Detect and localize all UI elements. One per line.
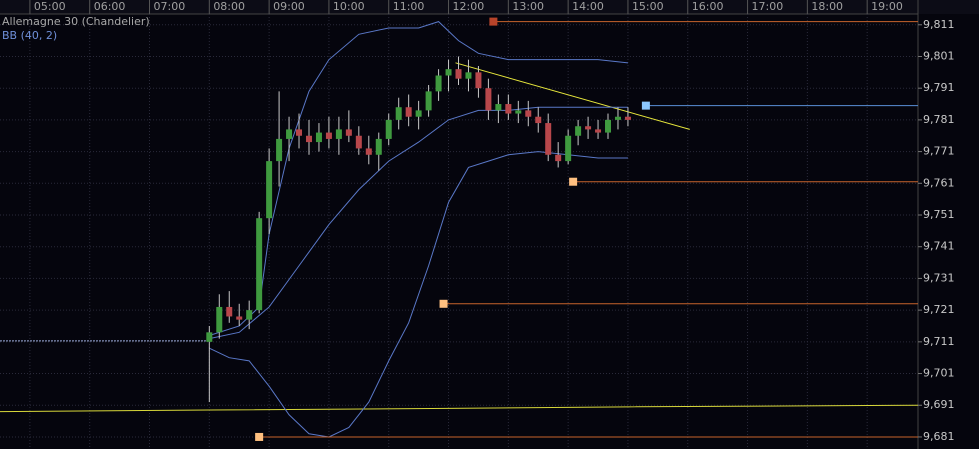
candle-body bbox=[355, 135, 362, 149]
candle-body bbox=[395, 107, 402, 120]
candle-body bbox=[335, 129, 342, 139]
level-marker bbox=[489, 17, 498, 26]
candle-body bbox=[535, 116, 542, 124]
candle-body bbox=[525, 110, 532, 117]
band-line bbox=[209, 21, 629, 336]
y-tick-label: 9,761 bbox=[923, 176, 955, 189]
y-tick-label: 9,731 bbox=[923, 271, 955, 284]
y-tick-label: 9,691 bbox=[923, 398, 955, 411]
chart-title: Allemagne 30 (Chandelier) bbox=[2, 15, 150, 28]
x-tick-label: 06:00 bbox=[94, 0, 126, 13]
x-tick-label: 14:00 bbox=[572, 0, 604, 13]
x-tick-label: 11:00 bbox=[393, 0, 425, 13]
candle-body bbox=[345, 129, 352, 136]
y-tick-label: 9,721 bbox=[923, 303, 955, 316]
x-tick-label: 15:00 bbox=[632, 0, 664, 13]
x-tick-label: 19:00 bbox=[871, 0, 903, 13]
level-marker bbox=[255, 432, 264, 441]
x-tick-label: 08:00 bbox=[213, 0, 245, 13]
y-tick-label: 9,791 bbox=[923, 81, 955, 94]
trend-line bbox=[455, 62, 690, 130]
candle-body bbox=[286, 129, 293, 139]
level-marker bbox=[439, 299, 448, 308]
candle-body bbox=[236, 316, 243, 320]
candle-body bbox=[226, 306, 233, 317]
candle-body bbox=[455, 69, 462, 79]
candle-body bbox=[505, 104, 512, 114]
candle-body bbox=[216, 306, 223, 333]
candle-body bbox=[595, 129, 602, 133]
y-tick-label: 9,751 bbox=[923, 208, 955, 221]
candle-body bbox=[545, 123, 552, 155]
y-tick-label: 9,701 bbox=[923, 367, 955, 380]
candle-body bbox=[305, 135, 312, 143]
candle-body bbox=[246, 310, 253, 320]
band-line bbox=[209, 151, 628, 438]
candle-body bbox=[445, 69, 452, 76]
y-tick-label: 9,801 bbox=[923, 49, 955, 62]
candle-body bbox=[206, 332, 213, 342]
trend-line bbox=[0, 404, 919, 413]
candle-body bbox=[385, 119, 392, 139]
y-tick-label: 9,771 bbox=[923, 145, 955, 158]
indicator-label: BB (40, 2) bbox=[2, 29, 57, 42]
candle-body bbox=[325, 132, 332, 139]
candle-body bbox=[435, 75, 442, 92]
candle-body bbox=[415, 110, 422, 117]
candle-body bbox=[614, 116, 621, 120]
x-tick-label: 10:00 bbox=[333, 0, 365, 13]
x-tick-label: 07:00 bbox=[154, 0, 186, 13]
y-tick-label: 9,811 bbox=[923, 18, 955, 31]
x-tick-label: 12:00 bbox=[453, 0, 485, 13]
time-axis-band bbox=[0, 0, 979, 14]
candle-body bbox=[365, 148, 372, 155]
x-tick-label: 05:00 bbox=[34, 0, 66, 13]
candle-body bbox=[405, 107, 412, 117]
candle-body bbox=[266, 161, 273, 219]
level-marker bbox=[569, 177, 578, 186]
y-tick-label: 9,681 bbox=[923, 430, 955, 443]
candle-body bbox=[515, 110, 522, 114]
candle-body bbox=[375, 138, 382, 155]
candle-body bbox=[315, 132, 322, 143]
candle-body bbox=[624, 116, 631, 120]
candle-body bbox=[565, 135, 572, 162]
level-marker bbox=[641, 101, 650, 110]
candle-body bbox=[475, 72, 482, 89]
candle-body bbox=[276, 138, 283, 162]
candle-body bbox=[425, 91, 432, 111]
candle-body bbox=[465, 72, 472, 79]
y-tick-label: 9,781 bbox=[923, 113, 955, 126]
candle-body bbox=[575, 126, 582, 136]
candle-body bbox=[495, 104, 502, 111]
candle-body bbox=[485, 88, 492, 111]
marks bbox=[0, 17, 919, 441]
y-tick-label: 9,711 bbox=[923, 335, 955, 348]
x-tick-label: 17:00 bbox=[752, 0, 784, 13]
grid: 05:00 06:00 07:00 08:00 09:00 10:00 11:00 12:00… bbox=[0, 0, 955, 449]
candle-body bbox=[555, 154, 562, 162]
x-tick-label: 13:00 bbox=[512, 0, 544, 13]
candle-body bbox=[605, 119, 612, 133]
candle-body bbox=[256, 218, 263, 311]
x-tick-label: 16:00 bbox=[692, 0, 724, 13]
band-line bbox=[209, 106, 628, 340]
candle-body bbox=[296, 129, 303, 136]
x-tick-label: 09:00 bbox=[273, 0, 305, 13]
candle-body bbox=[585, 126, 592, 130]
y-tick-label: 9,741 bbox=[923, 240, 955, 253]
x-tick-label: 18:00 bbox=[811, 0, 843, 13]
